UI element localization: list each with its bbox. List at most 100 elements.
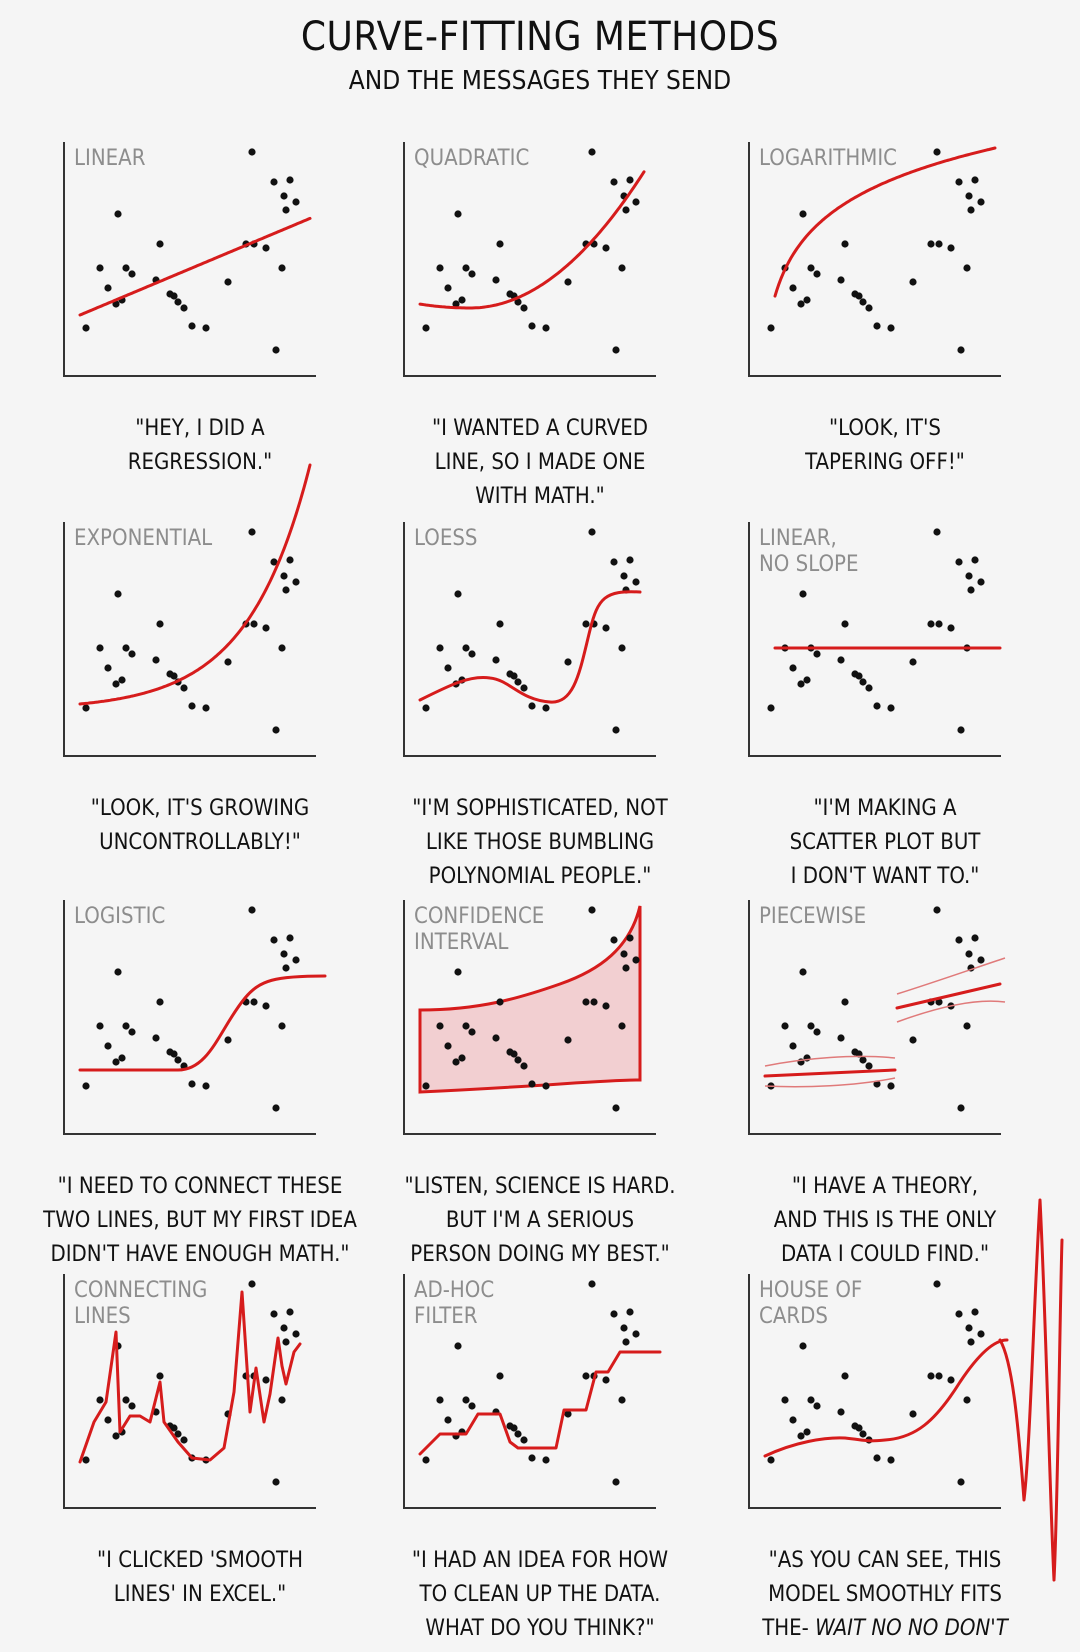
panel-caption: "LISTEN, SCIENCE IS HARD. BUT I'M A SERI… — [404, 1174, 676, 1267]
data-point — [224, 1036, 232, 1044]
data-point — [841, 240, 849, 248]
data-point — [514, 678, 522, 686]
data-point — [909, 658, 917, 666]
data-point — [887, 1082, 895, 1090]
fit-line — [418, 590, 642, 704]
fit-segment-right — [895, 982, 1002, 1010]
panel-caption: "I CLICKED 'SMOOTH LINES' IN EXCEL." — [97, 1548, 303, 1607]
panel-label: AD-HOC FILTER — [414, 1278, 495, 1329]
data-point — [887, 1456, 895, 1464]
data-point — [632, 1330, 640, 1338]
data-point — [851, 1048, 859, 1056]
data-point — [957, 726, 965, 734]
data-point — [514, 1430, 522, 1438]
plot-house-of-cards — [748, 1274, 1009, 1509]
data-point — [781, 1022, 789, 1030]
data-point — [224, 658, 232, 666]
data-point — [280, 950, 288, 958]
data-point — [859, 1056, 867, 1064]
data-point — [957, 1478, 965, 1486]
plot-ad-hoc-filter — [403, 1274, 662, 1509]
data-point — [935, 998, 943, 1006]
data-point — [422, 324, 430, 332]
panel-caption: "LOOK, IT'S GROWING UNCONTROLLABLY!" — [90, 796, 310, 855]
data-point — [965, 192, 973, 200]
data-point — [104, 284, 112, 292]
fit-line — [78, 974, 327, 1072]
data-point — [262, 244, 270, 252]
data-point — [272, 346, 280, 354]
data-point — [462, 1396, 470, 1404]
plot-axes — [748, 142, 1001, 377]
data-point — [632, 956, 640, 964]
data-point — [612, 1104, 620, 1112]
data-point — [927, 1372, 935, 1380]
data-point — [965, 572, 973, 580]
data-point — [528, 1080, 536, 1088]
plot-axes — [63, 522, 316, 757]
panel-caption: "I NEED TO CONNECT THESE TWO LINES, BUT … — [43, 1174, 357, 1267]
data-point — [248, 148, 256, 156]
panel-caption: "HEY, I DID A REGRESSION." — [127, 416, 273, 475]
data-point — [632, 198, 640, 206]
data-point — [957, 346, 965, 354]
data-point — [977, 956, 985, 964]
data-point — [813, 650, 821, 658]
data-point — [492, 656, 500, 664]
data-point — [767, 324, 775, 332]
plot-axes — [403, 1274, 656, 1509]
data-point — [122, 1396, 130, 1404]
data-point — [180, 684, 188, 692]
data-point — [588, 148, 596, 156]
data-point — [618, 1022, 626, 1030]
plot-connecting-lines — [63, 1274, 316, 1509]
data-point — [542, 704, 550, 712]
panel-caption: "I HAVE A THEORY, AND THIS IS THE ONLY D… — [773, 1174, 997, 1267]
data-point — [422, 1456, 430, 1464]
data-point — [622, 206, 630, 214]
data-point — [610, 558, 618, 566]
data-point — [977, 1330, 985, 1338]
plot-axes — [748, 900, 1001, 1135]
data-point — [292, 1330, 300, 1338]
data-point — [114, 590, 122, 598]
data-point — [444, 664, 452, 672]
data-point — [496, 998, 504, 1006]
data-point — [166, 290, 174, 298]
panel-label: LINEAR, NO SLOPE — [759, 526, 859, 577]
data-point — [789, 1042, 797, 1050]
data-point — [114, 210, 122, 218]
fit-line — [773, 146, 997, 298]
data-point — [841, 1372, 849, 1380]
data-point — [262, 1376, 270, 1384]
bounds-right — [896, 957, 1006, 1023]
panel-exponential: EXPONENTIAL "LOOK, IT'S GROWING UNCONTROL… — [60, 463, 400, 900]
data-point — [506, 1422, 514, 1430]
data-point — [122, 644, 130, 652]
plot-confidence-interval — [403, 900, 656, 1135]
data-point — [797, 680, 805, 688]
data-point — [112, 680, 120, 688]
data-point — [781, 1396, 789, 1404]
data-point — [422, 704, 430, 712]
data-point — [865, 684, 873, 692]
bounds-left — [764, 1055, 896, 1088]
plot-axes — [63, 1274, 316, 1509]
data-point — [496, 1372, 504, 1380]
data-point — [492, 276, 500, 284]
plot-axes — [748, 1274, 1001, 1509]
data-point — [947, 624, 955, 632]
data-point — [436, 644, 444, 652]
plot-no-slope — [748, 522, 1002, 757]
data-point — [851, 670, 859, 678]
data-point — [632, 578, 640, 586]
fit-line — [78, 1290, 302, 1464]
data-point — [436, 264, 444, 272]
data-point — [865, 304, 873, 312]
data-point — [82, 1082, 90, 1090]
data-point — [462, 1022, 470, 1030]
data-point — [520, 1436, 528, 1444]
data-point — [166, 1048, 174, 1056]
data-point — [971, 1308, 979, 1316]
data-point — [278, 1396, 286, 1404]
